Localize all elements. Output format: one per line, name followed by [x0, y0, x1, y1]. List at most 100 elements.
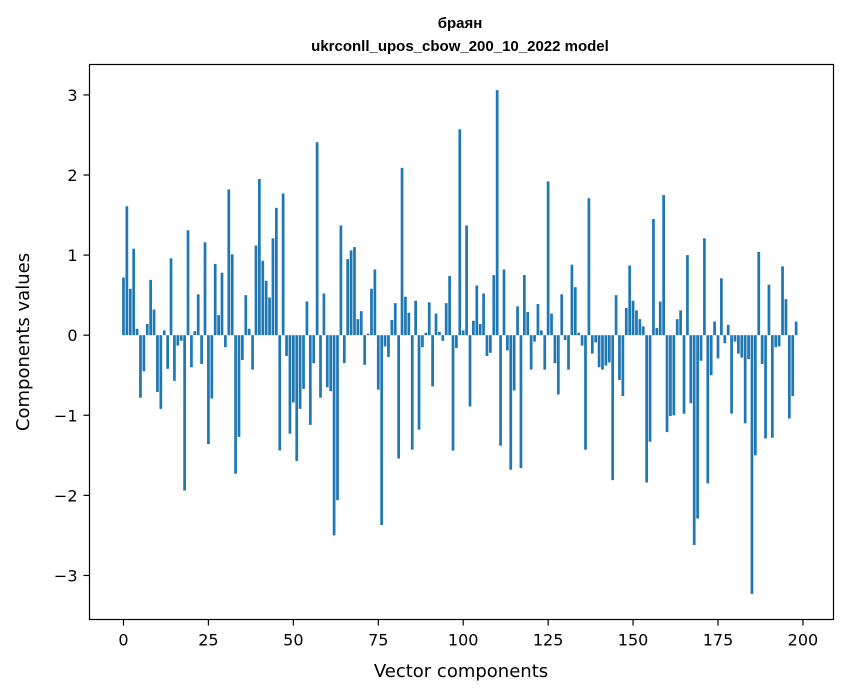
- bar-component-36: [244, 295, 248, 336]
- bar-component-171: [703, 238, 706, 336]
- bar-component-69: [356, 319, 360, 336]
- bar-component-146: [618, 335, 621, 381]
- bar-component-14: [169, 258, 173, 336]
- bar-component-161: [669, 335, 672, 417]
- bar-component-101: [465, 225, 468, 336]
- bar-component-18: [183, 335, 186, 491]
- bar-component-21: [193, 331, 197, 336]
- bar-component-24: [203, 242, 207, 336]
- bar-component-75: [376, 335, 380, 390]
- bar-component-91: [431, 335, 434, 387]
- bar-component-163: [675, 319, 679, 336]
- bar-component-77: [383, 335, 387, 347]
- bar-component-12: [162, 330, 166, 336]
- y-axis-label: Components values: [13, 253, 34, 431]
- bar-component-166: [686, 255, 689, 336]
- bar-component-109: [492, 275, 496, 336]
- bar-component-147: [621, 335, 625, 397]
- x-tick-label: 100: [448, 631, 479, 650]
- bar-component-43: [268, 297, 271, 336]
- y-tick-label: 2: [67, 166, 77, 185]
- bar-component-124: [543, 335, 547, 370]
- bar-component-132: [570, 264, 574, 336]
- bar-component-151: [635, 310, 638, 336]
- plot-frame: [88, 63, 835, 621]
- bar-component-102: [468, 335, 472, 407]
- bar-component-8: [149, 279, 153, 336]
- bar-component-100: [461, 330, 465, 336]
- bar-component-80: [393, 303, 397, 336]
- bar-component-67: [349, 250, 353, 336]
- bar-component-173: [709, 335, 713, 376]
- bar-component-168: [692, 335, 696, 546]
- bar-component-145: [614, 295, 618, 336]
- bar-component-170: [699, 335, 703, 361]
- bar-component-11: [159, 335, 163, 409]
- chart-title: браян: [438, 15, 483, 32]
- bar-component-95: [444, 303, 448, 336]
- bar-component-174: [713, 321, 716, 336]
- x-tick-label: 0: [118, 631, 128, 650]
- bar-component-130: [563, 335, 567, 340]
- bar-component-129: [560, 294, 564, 336]
- bar-component-116: [516, 306, 519, 336]
- bar-component-197: [791, 335, 795, 397]
- bar-component-185: [750, 335, 754, 594]
- bar-component-20: [190, 335, 193, 368]
- bar-component-92: [434, 313, 438, 336]
- bar-component-128: [556, 335, 560, 395]
- bar-component-16: [176, 335, 180, 346]
- bar-component-34: [237, 335, 241, 437]
- bar-component-186: [754, 335, 757, 456]
- bar-component-106: [482, 293, 485, 336]
- bar-component-112: [502, 269, 506, 336]
- bar-component-53: [302, 335, 305, 389]
- bar-component-143: [607, 335, 611, 363]
- bar-component-126: [550, 313, 553, 336]
- y-tick-label: −1: [54, 406, 78, 425]
- y-tick-label: −3: [54, 566, 78, 585]
- bar-component-83: [404, 296, 407, 336]
- bar-component-0: [122, 277, 125, 336]
- bar-component-188: [760, 335, 764, 365]
- bar-component-196: [787, 335, 791, 419]
- bar-component-175: [716, 335, 720, 359]
- bar-component-38: [251, 335, 254, 370]
- bar-component-26: [210, 335, 214, 399]
- bar-component-191: [770, 335, 774, 438]
- bar-component-74: [373, 269, 377, 336]
- bar-component-31: [227, 189, 231, 336]
- bar-component-48: [285, 335, 288, 357]
- bar-component-107: [485, 335, 489, 357]
- bar-component-135: [580, 335, 584, 346]
- bar-component-2: [128, 288, 132, 336]
- bar-component-17: [179, 335, 183, 341]
- bar-component-198: [794, 321, 798, 336]
- bar-component-189: [764, 335, 767, 439]
- bar-component-5: [139, 335, 142, 398]
- bar-component-57: [315, 142, 319, 336]
- bar-component-72: [366, 333, 370, 336]
- bar-component-139: [594, 335, 598, 343]
- bar-component-76: [380, 335, 384, 525]
- bar-component-119: [526, 311, 530, 336]
- bar-component-182: [740, 335, 744, 358]
- bar-component-35: [241, 335, 244, 361]
- bar-component-50: [291, 335, 295, 403]
- bars-group: [122, 90, 798, 594]
- bar-component-140: [597, 335, 601, 368]
- bar-component-127: [553, 335, 557, 364]
- bar-component-56: [312, 335, 316, 364]
- bar-component-195: [784, 299, 788, 336]
- bar-component-96: [448, 275, 451, 336]
- bar-component-73: [370, 288, 373, 336]
- bar-component-47: [281, 193, 285, 336]
- bar-component-148: [624, 307, 628, 336]
- bar-component-180: [733, 335, 737, 342]
- bar-component-167: [689, 335, 693, 404]
- bar-component-108: [489, 335, 492, 353]
- bar-component-156: [652, 219, 655, 336]
- x-tick-label: 50: [283, 631, 303, 650]
- bar-component-142: [604, 335, 608, 366]
